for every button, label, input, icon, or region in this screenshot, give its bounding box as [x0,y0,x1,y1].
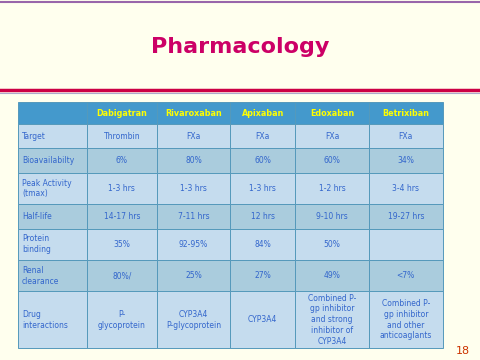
Text: Renal
clearance: Renal clearance [22,266,60,285]
Text: <7%: <7% [396,271,415,280]
Bar [230,291,295,348]
Text: Thrombin: Thrombin [104,132,140,141]
Bar [18,229,87,260]
Text: Dabigatran: Dabigatran [96,108,147,117]
Bar [295,124,369,148]
Bar [87,204,156,229]
Text: Combined P-
gp inhibitor
and other
anticoaglants: Combined P- gp inhibitor and other antic… [380,299,432,340]
Bar [156,124,230,148]
Text: Target: Target [22,132,46,141]
Text: 80%: 80% [185,156,202,165]
Bar [18,204,87,229]
Bar [295,229,369,260]
Text: 19-27 hrs: 19-27 hrs [387,212,424,221]
Bar [87,102,156,124]
Text: 25%: 25% [185,271,202,280]
Bar [369,291,443,348]
Bar [156,148,230,173]
Text: 1-3 hrs: 1-3 hrs [249,184,276,193]
Bar [230,102,295,124]
Bar [295,173,369,204]
Text: 12 hrs: 12 hrs [251,212,275,221]
Bar [230,204,295,229]
Bar [295,102,369,124]
Bar [295,291,369,348]
Bar [156,291,230,348]
Text: FXa: FXa [325,132,339,141]
Text: 84%: 84% [254,240,271,249]
Bar [295,148,369,173]
Text: 60%: 60% [254,156,271,165]
Text: 50%: 50% [324,240,340,249]
Text: Combined P-
gp inhibitor
and strong
inhibitor of
CYP3A4: Combined P- gp inhibitor and strong inhi… [308,294,356,346]
Bar [87,229,156,260]
Bar [87,148,156,173]
Text: 3-4 hrs: 3-4 hrs [392,184,419,193]
Bar [295,204,369,229]
Text: Edoxaban: Edoxaban [310,108,354,117]
Bar [369,204,443,229]
Bar [156,229,230,260]
Text: 1-3 hrs: 1-3 hrs [180,184,207,193]
Text: 18: 18 [456,346,470,356]
Bar [369,260,443,291]
Bar [230,260,295,291]
Bar [369,173,443,204]
Text: 35%: 35% [113,240,131,249]
Text: Protein
binding: Protein binding [22,234,51,254]
Bar [18,173,87,204]
Text: 34%: 34% [397,156,414,165]
Text: FXa: FXa [255,132,270,141]
Bar [156,204,230,229]
Bar [87,260,156,291]
Text: 6%: 6% [116,156,128,165]
Text: Apixaban: Apixaban [241,108,284,117]
Bar [87,173,156,204]
Text: 7-11 hrs: 7-11 hrs [178,212,209,221]
Text: Half-life: Half-life [22,212,52,221]
Text: Rivaroxaban: Rivaroxaban [165,108,222,117]
Text: 92-95%: 92-95% [179,240,208,249]
Text: Drug
interactions: Drug interactions [22,310,68,329]
Bar [230,173,295,204]
Text: CYP3A4: CYP3A4 [248,315,277,324]
Text: Betrixiban: Betrixiban [382,108,429,117]
Bar [18,260,87,291]
Text: 80%/: 80%/ [112,271,132,280]
Text: 14-17 hrs: 14-17 hrs [104,212,140,221]
Bar [230,124,295,148]
Bar [18,148,87,173]
Text: Pharmacology: Pharmacology [151,37,329,57]
Bar [369,148,443,173]
Text: 49%: 49% [324,271,340,280]
Bar [156,260,230,291]
Text: 1-3 hrs: 1-3 hrs [108,184,135,193]
Bar [369,102,443,124]
Bar [18,124,87,148]
Text: FXa: FXa [186,132,201,141]
Bar [18,291,87,348]
Text: FXa: FXa [398,132,413,141]
Bar [156,173,230,204]
Text: 9-10 hrs: 9-10 hrs [316,212,348,221]
Text: Bioavailabilty: Bioavailabilty [22,156,74,165]
Bar [18,102,87,124]
Bar [369,124,443,148]
Bar [87,124,156,148]
Bar [369,229,443,260]
Bar [295,260,369,291]
Text: CYP3A4
P-glycoprotein: CYP3A4 P-glycoprotein [166,310,221,329]
Text: 27%: 27% [254,271,271,280]
Bar [230,148,295,173]
Bar [156,102,230,124]
Bar [87,291,156,348]
Text: 1-2 hrs: 1-2 hrs [319,184,346,193]
Text: Peak Activity
(tmax): Peak Activity (tmax) [22,179,72,198]
Text: 60%: 60% [324,156,340,165]
Text: P-
glycoprotein: P- glycoprotein [98,310,146,329]
Bar [230,229,295,260]
